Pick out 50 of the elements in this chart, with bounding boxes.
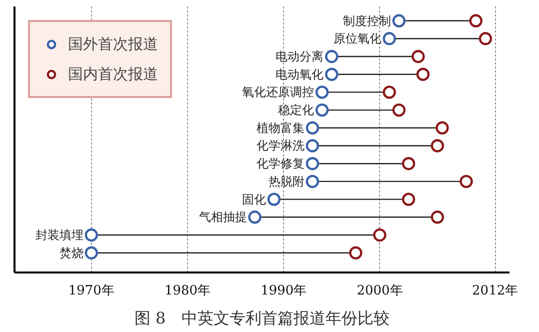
y-tick-label: 封装填埋 xyxy=(35,228,84,242)
y-tick-label: 植物富集 xyxy=(256,120,304,135)
point xyxy=(436,121,449,134)
y-tick-label: 气相抽提 xyxy=(198,210,247,224)
y-tick-label: 化学淋洗 xyxy=(256,138,304,153)
x-tick-label: 2000年 xyxy=(356,284,403,298)
y-tick-label: 氧化还原调控 xyxy=(242,85,314,100)
point xyxy=(306,139,320,152)
point xyxy=(478,32,492,46)
point xyxy=(430,139,444,152)
point xyxy=(460,174,473,188)
point xyxy=(84,228,98,242)
point xyxy=(402,192,416,206)
y-tick-label: 热脱附 xyxy=(268,174,304,188)
y-tick-label: 电动氧化 xyxy=(276,67,324,82)
point xyxy=(84,246,98,260)
legend-label: 国外首次报道 xyxy=(68,34,158,54)
legend-label: 国内首次报道 xyxy=(68,64,158,84)
point xyxy=(248,210,262,224)
point xyxy=(392,14,406,28)
point xyxy=(430,210,444,224)
point xyxy=(416,68,430,81)
x-tick-label: 1990年 xyxy=(260,284,307,298)
point xyxy=(315,86,329,99)
point xyxy=(267,192,281,206)
point xyxy=(325,50,338,64)
point xyxy=(306,174,320,188)
y-tick-label: 焚烧 xyxy=(59,246,84,260)
y-tick-label: 原位氧化 xyxy=(333,32,382,46)
point xyxy=(402,157,416,170)
point xyxy=(306,157,320,170)
y-tick-label: 稳定化 xyxy=(278,103,314,118)
point xyxy=(412,50,425,64)
text: 图 8 中英文专利首篇报道年份比较 xyxy=(134,308,390,328)
point xyxy=(382,86,396,99)
point xyxy=(382,32,396,46)
point xyxy=(306,121,320,134)
x-tick-label: 2012年 xyxy=(472,284,518,298)
point xyxy=(315,103,329,117)
y-tick-label: 制度控制 xyxy=(342,14,391,28)
y-tick-label: 电动分离 xyxy=(276,49,324,64)
point xyxy=(373,228,386,242)
point xyxy=(349,246,362,260)
point xyxy=(469,14,482,28)
x-tick-label: 1970年 xyxy=(68,284,114,298)
y-tick-label: 固化 xyxy=(242,192,266,206)
point xyxy=(325,68,338,81)
x-tick-label: 1980年 xyxy=(164,284,211,298)
point xyxy=(392,103,406,117)
y-tick-label: 化学修复 xyxy=(256,156,304,171)
